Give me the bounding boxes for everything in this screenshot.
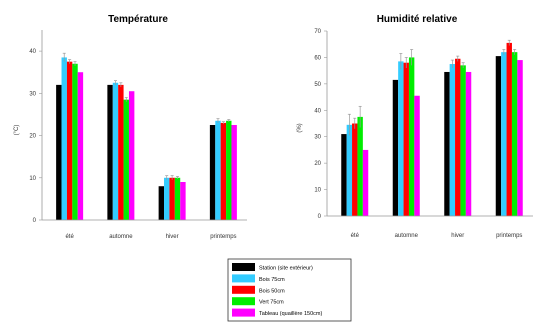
chart-title: Température <box>108 14 168 25</box>
bar-1-3 <box>444 71 450 216</box>
y-tick-label: 30 <box>29 91 36 97</box>
bar-1-2 <box>392 79 399 217</box>
legend-swatch <box>232 285 255 294</box>
bar-3-2 <box>118 84 124 220</box>
y-tick-label: 70 <box>314 29 321 35</box>
bar-4-2 <box>123 99 129 220</box>
y-tick-label: 50 <box>314 82 321 88</box>
x-tick-label: automne <box>109 234 133 240</box>
bar-5-1 <box>77 72 84 220</box>
legend: Station (site extérieur) Bois 75cm Bois 50… <box>227 258 352 322</box>
bar-3-1 <box>66 61 73 220</box>
y-tick-label: 40 <box>29 49 36 55</box>
bar-3-3 <box>169 177 175 220</box>
bar-1-3 <box>158 186 165 220</box>
y-tick-label: 60 <box>314 55 321 61</box>
y-tick-label: 0 <box>318 214 322 220</box>
bar-5-1 <box>362 149 369 216</box>
bar-3-4 <box>506 42 512 217</box>
legend-entries: Station (site extérieur) Bois 75cm Bois 50… <box>232 263 322 317</box>
bars-group <box>56 52 237 221</box>
humidity-chart: Humidité relative (%) 0 10 20 30 40 50 60 70 ét… <box>297 14 533 239</box>
bar-3-1 <box>352 123 358 216</box>
y-tick-label: 20 <box>29 134 36 140</box>
y-tick-label: 20 <box>314 161 321 167</box>
y-axis-label: (%) <box>297 123 303 132</box>
bar-4-4 <box>226 120 232 220</box>
x-tick-label: printemps <box>496 233 522 239</box>
bar-2-3 <box>449 64 456 217</box>
legend-label: Bois 75cm <box>259 277 285 283</box>
legend-swatch <box>232 297 255 306</box>
bar-1-1 <box>56 84 62 220</box>
x-tick-label: hiver <box>166 234 179 240</box>
bar-2-1 <box>61 57 67 220</box>
bar-1-4 <box>495 56 502 216</box>
y-tick-label: 0 <box>33 218 37 224</box>
bars-group <box>341 39 523 217</box>
y-axis-label: (°C) <box>14 125 20 136</box>
bar-4-1 <box>72 63 78 221</box>
bar-4-3 <box>460 65 466 216</box>
bar-4-1 <box>357 116 363 216</box>
temperature-chart: Température (°C) 0 10 20 30 40 été automne hiv… <box>14 14 247 240</box>
legend-label: Station (site extérieur) <box>259 266 313 272</box>
legend-label: Bois 50cm <box>259 288 285 294</box>
legend-label: Vert 75cm <box>259 300 284 306</box>
legend-swatch <box>232 263 255 271</box>
y-tick-label: 40 <box>314 108 321 114</box>
bar-3-4 <box>220 122 227 220</box>
y-tick-label: 30 <box>314 135 321 141</box>
bar-5-2 <box>128 91 135 220</box>
bar-5-3 <box>180 182 186 220</box>
bar-1-4 <box>209 125 216 220</box>
legend-label: Tableau (quaillère 150cm) <box>259 311 322 317</box>
x-tick-label: hiver <box>451 233 464 239</box>
bar-2-4 <box>215 120 221 220</box>
y-tick-label: 10 <box>29 176 36 182</box>
x-tick-label: printemps <box>210 234 236 240</box>
bar-3-2 <box>403 62 409 216</box>
bar-2-3 <box>164 177 170 220</box>
x-tick-labels: été automne hiver printemps <box>65 234 236 240</box>
bar-5-4 <box>231 125 237 220</box>
x-tick-label: automne <box>395 233 419 239</box>
bar-5-4 <box>517 60 523 217</box>
bar-1-2 <box>107 84 113 220</box>
legend-swatch <box>232 308 255 317</box>
bar-3-3 <box>455 58 461 216</box>
chart-title: Humidité relative <box>377 14 458 25</box>
y-ticks: 0 10 20 30 40 50 60 70 <box>314 29 327 220</box>
y-ticks: 0 10 20 30 40 <box>29 49 42 224</box>
bar-4-3 <box>174 177 181 220</box>
bar-2-2 <box>112 82 119 221</box>
y-tick-label: 10 <box>314 188 321 194</box>
bar-4-4 <box>511 52 518 217</box>
bar-5-2 <box>414 95 420 216</box>
bar-1-1 <box>341 134 347 216</box>
x-tick-label: été <box>351 233 360 239</box>
x-tick-labels: été automne hiver printemps <box>351 233 523 239</box>
bar-2-1 <box>346 124 353 216</box>
bar-4-2 <box>408 57 415 216</box>
x-tick-label: été <box>65 234 74 240</box>
bar-5-3 <box>465 71 472 216</box>
bar-2-2 <box>398 61 404 217</box>
bar-2-4 <box>501 52 507 217</box>
legend-swatch <box>232 274 255 283</box>
